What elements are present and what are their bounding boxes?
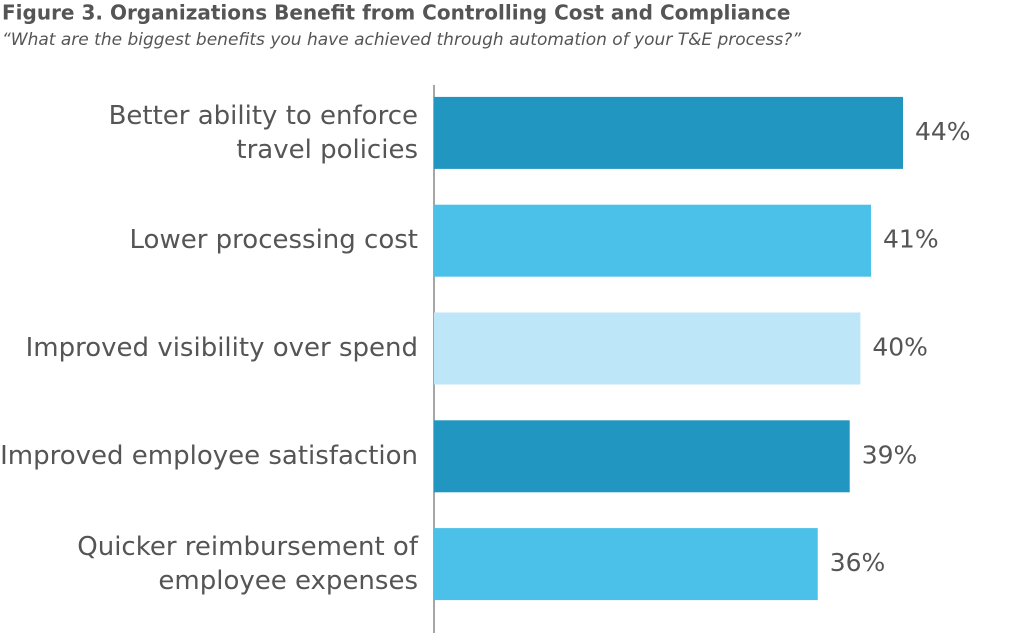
y-tick-label: Improved visibility over spend xyxy=(26,333,418,363)
y-tick-label: Improved employee satisfaction xyxy=(0,441,418,471)
value-label: 39% xyxy=(862,440,918,469)
bar xyxy=(434,204,872,277)
bar xyxy=(434,96,903,169)
y-tick-label: Better ability to enforce travel policies xyxy=(109,100,418,164)
chart-subtitle: “What are the biggest benefits you have … xyxy=(2,30,801,50)
value-label: 44% xyxy=(915,117,971,146)
bar xyxy=(434,312,861,385)
chart-title: Figure 3. Organizations Benefit from Con… xyxy=(2,1,790,25)
value-label: 40% xyxy=(872,333,928,362)
bar xyxy=(434,420,850,493)
bar xyxy=(434,528,818,601)
value-label: 41% xyxy=(883,225,939,254)
value-label: 36% xyxy=(830,548,886,577)
y-tick-label: Lower processing cost xyxy=(130,225,418,255)
y-tick-label: Quicker reimbursement of employee expense… xyxy=(77,532,419,596)
